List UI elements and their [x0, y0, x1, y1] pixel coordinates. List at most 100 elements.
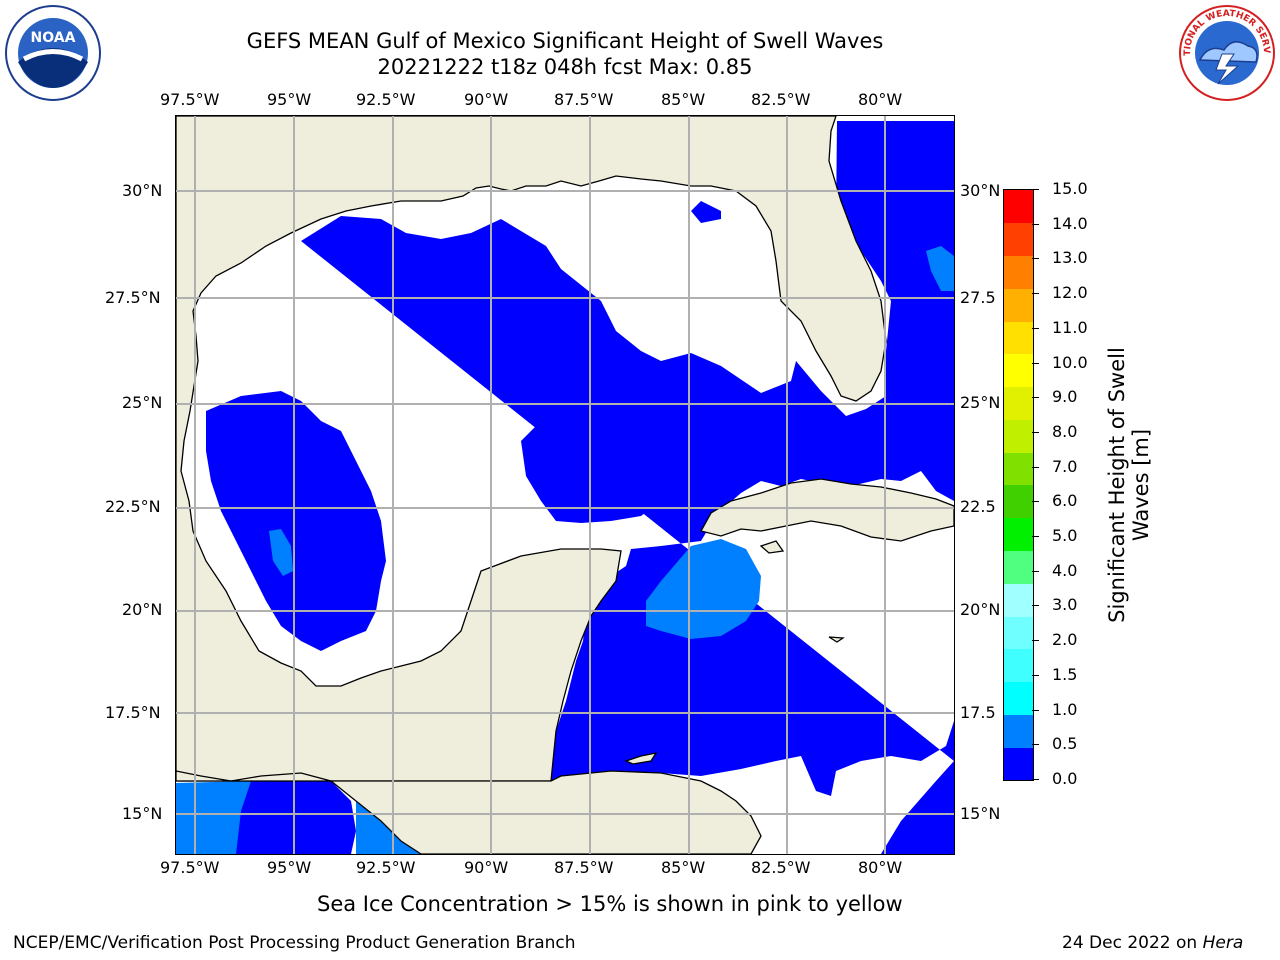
colorbar-segment [1004, 419, 1033, 453]
colorbar-tick-label: 15.0 [1052, 179, 1088, 198]
colorbar-segment [1004, 353, 1033, 388]
colorbar-tick [1032, 640, 1039, 642]
colorbar-tick [1032, 223, 1039, 225]
colorbar-segment [1004, 681, 1033, 715]
colorbar-tick-label: 13.0 [1052, 248, 1088, 268]
colorbar-segment [1004, 648, 1033, 683]
colorbar-tick-label: 8.0 [1052, 421, 1078, 441]
colorbar-tick [1032, 189, 1039, 190]
map-grid [176, 116, 954, 854]
colorbar-tick-label: 0.5 [1052, 734, 1078, 754]
sea-ice-footnote: Sea Ice Concentration > 15% is shown in … [317, 892, 903, 916]
lon-tick-label: 85°W [661, 858, 706, 877]
footer-credit: NCEP/EMC/Verification Post Processing Pr… [13, 933, 576, 953]
colorbar-title-line2: Waves [m] [1129, 428, 1153, 542]
colorbar-segment [1004, 747, 1033, 781]
lon-tick-label: 92.5°W [356, 858, 416, 877]
lat-tick-label: 30°N [960, 181, 1001, 200]
colorbar-segment [1004, 517, 1033, 552]
colorbar-tick [1032, 536, 1039, 538]
lon-tick-label: 90°W [464, 858, 509, 877]
colorbar-tick-label: 1.0 [1052, 699, 1078, 719]
colorbar-segment [1004, 485, 1033, 519]
colorbar-tick-label: 0.0 [1052, 769, 1078, 788]
colorbar-tick [1032, 431, 1039, 433]
lat-tick-label: 27.5 [960, 288, 996, 307]
lon-tick-label: 82.5°W [751, 858, 811, 877]
colorbar-segment [1004, 550, 1033, 584]
nws-logo-icon: NATIONAL WEATHER SERVICE [1174, 0, 1276, 102]
colorbar-tick-label: 11.0 [1052, 317, 1088, 337]
lat-tick-label: 15°N [122, 804, 163, 823]
colorbar-tick-label: 7.0 [1052, 456, 1078, 476]
colorbar-segment [1004, 190, 1033, 224]
chart-subtitle: 20221222 t18z 048h fcst Max: 0.85 [377, 55, 753, 79]
footer-machine: Hera [1202, 933, 1244, 953]
lon-tick-label: 95°W [267, 858, 312, 877]
lat-tick-label: 22.5 [960, 497, 996, 516]
lat-tick-label: 22.5°N [105, 497, 161, 516]
lon-tick-label: 90°W [464, 90, 509, 109]
colorbar-segment [1004, 386, 1033, 420]
colorbar-segment [1004, 288, 1033, 322]
colorbar-tick [1032, 779, 1039, 780]
colorbar-segment [1004, 583, 1033, 617]
colorbar-segment [1004, 222, 1033, 257]
colorbar-tick [1032, 709, 1039, 711]
colorbar-title: Significant Height of Swell Waves [m] [1105, 325, 1153, 645]
colorbar-segment [1004, 714, 1033, 748]
lon-tick-label: 92.5°W [356, 90, 416, 109]
colorbar-tick [1032, 397, 1039, 399]
colorbar-tick-label: 1.5 [1052, 664, 1078, 684]
colorbar-tick-label: 6.0 [1052, 491, 1078, 511]
footer-date: 24 Dec 2022 on Hera [1062, 933, 1243, 953]
lon-tick-label: 97.5°W [160, 858, 220, 877]
colorbar-tick [1032, 293, 1039, 295]
colorbar-tick-label: 3.0 [1052, 595, 1078, 615]
lon-tick-label: 87.5°W [554, 90, 614, 109]
colorbar-tick-label: 14.0 [1052, 213, 1088, 233]
footer-date-text: 24 Dec 2022 on [1062, 933, 1203, 953]
colorbar-tick [1032, 605, 1039, 607]
colorbar-segment [1004, 616, 1033, 650]
lon-tick-label: 95°W [267, 90, 312, 109]
lat-tick-label: 17.5 [960, 703, 996, 722]
colorbar-tick-label: 9.0 [1052, 387, 1078, 407]
lat-tick-label: 15°N [960, 804, 1001, 823]
colorbar-tick [1032, 570, 1039, 572]
lat-tick-label: 20°N [122, 600, 163, 619]
colorbar-title-line1: Significant Height of Swell [1105, 347, 1129, 623]
colorbar-tick-label: 12.0 [1052, 283, 1088, 303]
colorbar-tick [1032, 501, 1039, 503]
colorbar-segment [1004, 452, 1033, 486]
colorbar-tick [1032, 327, 1039, 329]
colorbar-tick [1032, 674, 1039, 676]
colorbar-tick-label: 4.0 [1052, 560, 1078, 580]
colorbar-segment [1004, 321, 1033, 355]
lat-tick-label: 30°N [122, 181, 163, 200]
lat-tick-label: 17.5°N [105, 703, 161, 722]
map-panel [175, 115, 955, 855]
lon-tick-label: 80°W [858, 90, 903, 109]
lon-tick-label: 97.5°W [160, 90, 220, 109]
colorbar-tick-label: 5.0 [1052, 526, 1078, 546]
colorbar-tick-label: 10.0 [1052, 352, 1088, 372]
lat-tick-label: 20°N [960, 600, 1001, 619]
colorbar-tick [1032, 258, 1039, 260]
chart-title: GEFS MEAN Gulf of Mexico Significant Hei… [246, 29, 884, 53]
colorbar [1003, 189, 1034, 781]
noaa-logo-text: NOAA [31, 30, 76, 46]
colorbar-tick [1032, 466, 1039, 468]
lat-tick-label: 25°N [960, 393, 1001, 412]
colorbar-tick-label: 2.0 [1052, 630, 1078, 650]
lon-tick-label: 80°W [858, 858, 903, 877]
gulf-map [176, 116, 954, 854]
lon-tick-label: 87.5°W [554, 858, 614, 877]
land-masses [176, 116, 954, 854]
wave-field-0-0.5 [206, 121, 954, 854]
colorbar-segment [1004, 255, 1033, 289]
lat-tick-label: 27.5°N [105, 288, 161, 307]
lat-tick-label: 25°N [122, 393, 163, 412]
colorbar-tick [1032, 362, 1039, 364]
lon-tick-label: 85°W [661, 90, 706, 109]
